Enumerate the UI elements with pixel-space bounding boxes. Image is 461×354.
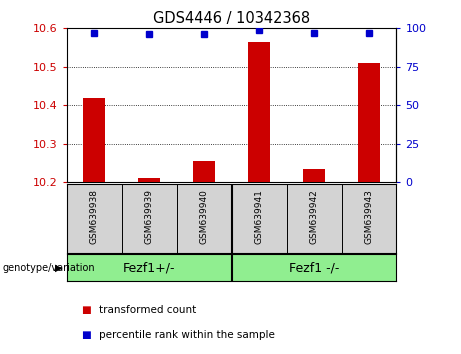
Text: Fezf1+/-: Fezf1+/- bbox=[123, 261, 176, 274]
Text: ■: ■ bbox=[81, 305, 90, 315]
Text: ▶: ▶ bbox=[55, 263, 62, 273]
Text: GSM639941: GSM639941 bbox=[254, 189, 264, 244]
Text: GSM639943: GSM639943 bbox=[365, 189, 373, 244]
Text: transformed count: transformed count bbox=[99, 305, 196, 315]
Text: Fezf1 -/-: Fezf1 -/- bbox=[289, 261, 339, 274]
Bar bbox=[248, 42, 270, 182]
Text: GSM639940: GSM639940 bbox=[200, 189, 209, 244]
Bar bbox=[83, 98, 105, 182]
Text: percentile rank within the sample: percentile rank within the sample bbox=[99, 330, 275, 339]
Bar bbox=[193, 161, 215, 182]
Text: genotype/variation: genotype/variation bbox=[2, 263, 95, 273]
Text: GSM639939: GSM639939 bbox=[145, 189, 154, 244]
Bar bbox=[358, 63, 380, 182]
Text: GSM639942: GSM639942 bbox=[309, 189, 319, 244]
Bar bbox=[138, 178, 160, 182]
Text: GSM639938: GSM639938 bbox=[90, 189, 99, 244]
Bar bbox=[303, 169, 325, 182]
Title: GDS4446 / 10342368: GDS4446 / 10342368 bbox=[153, 11, 310, 26]
Text: ■: ■ bbox=[81, 330, 90, 339]
